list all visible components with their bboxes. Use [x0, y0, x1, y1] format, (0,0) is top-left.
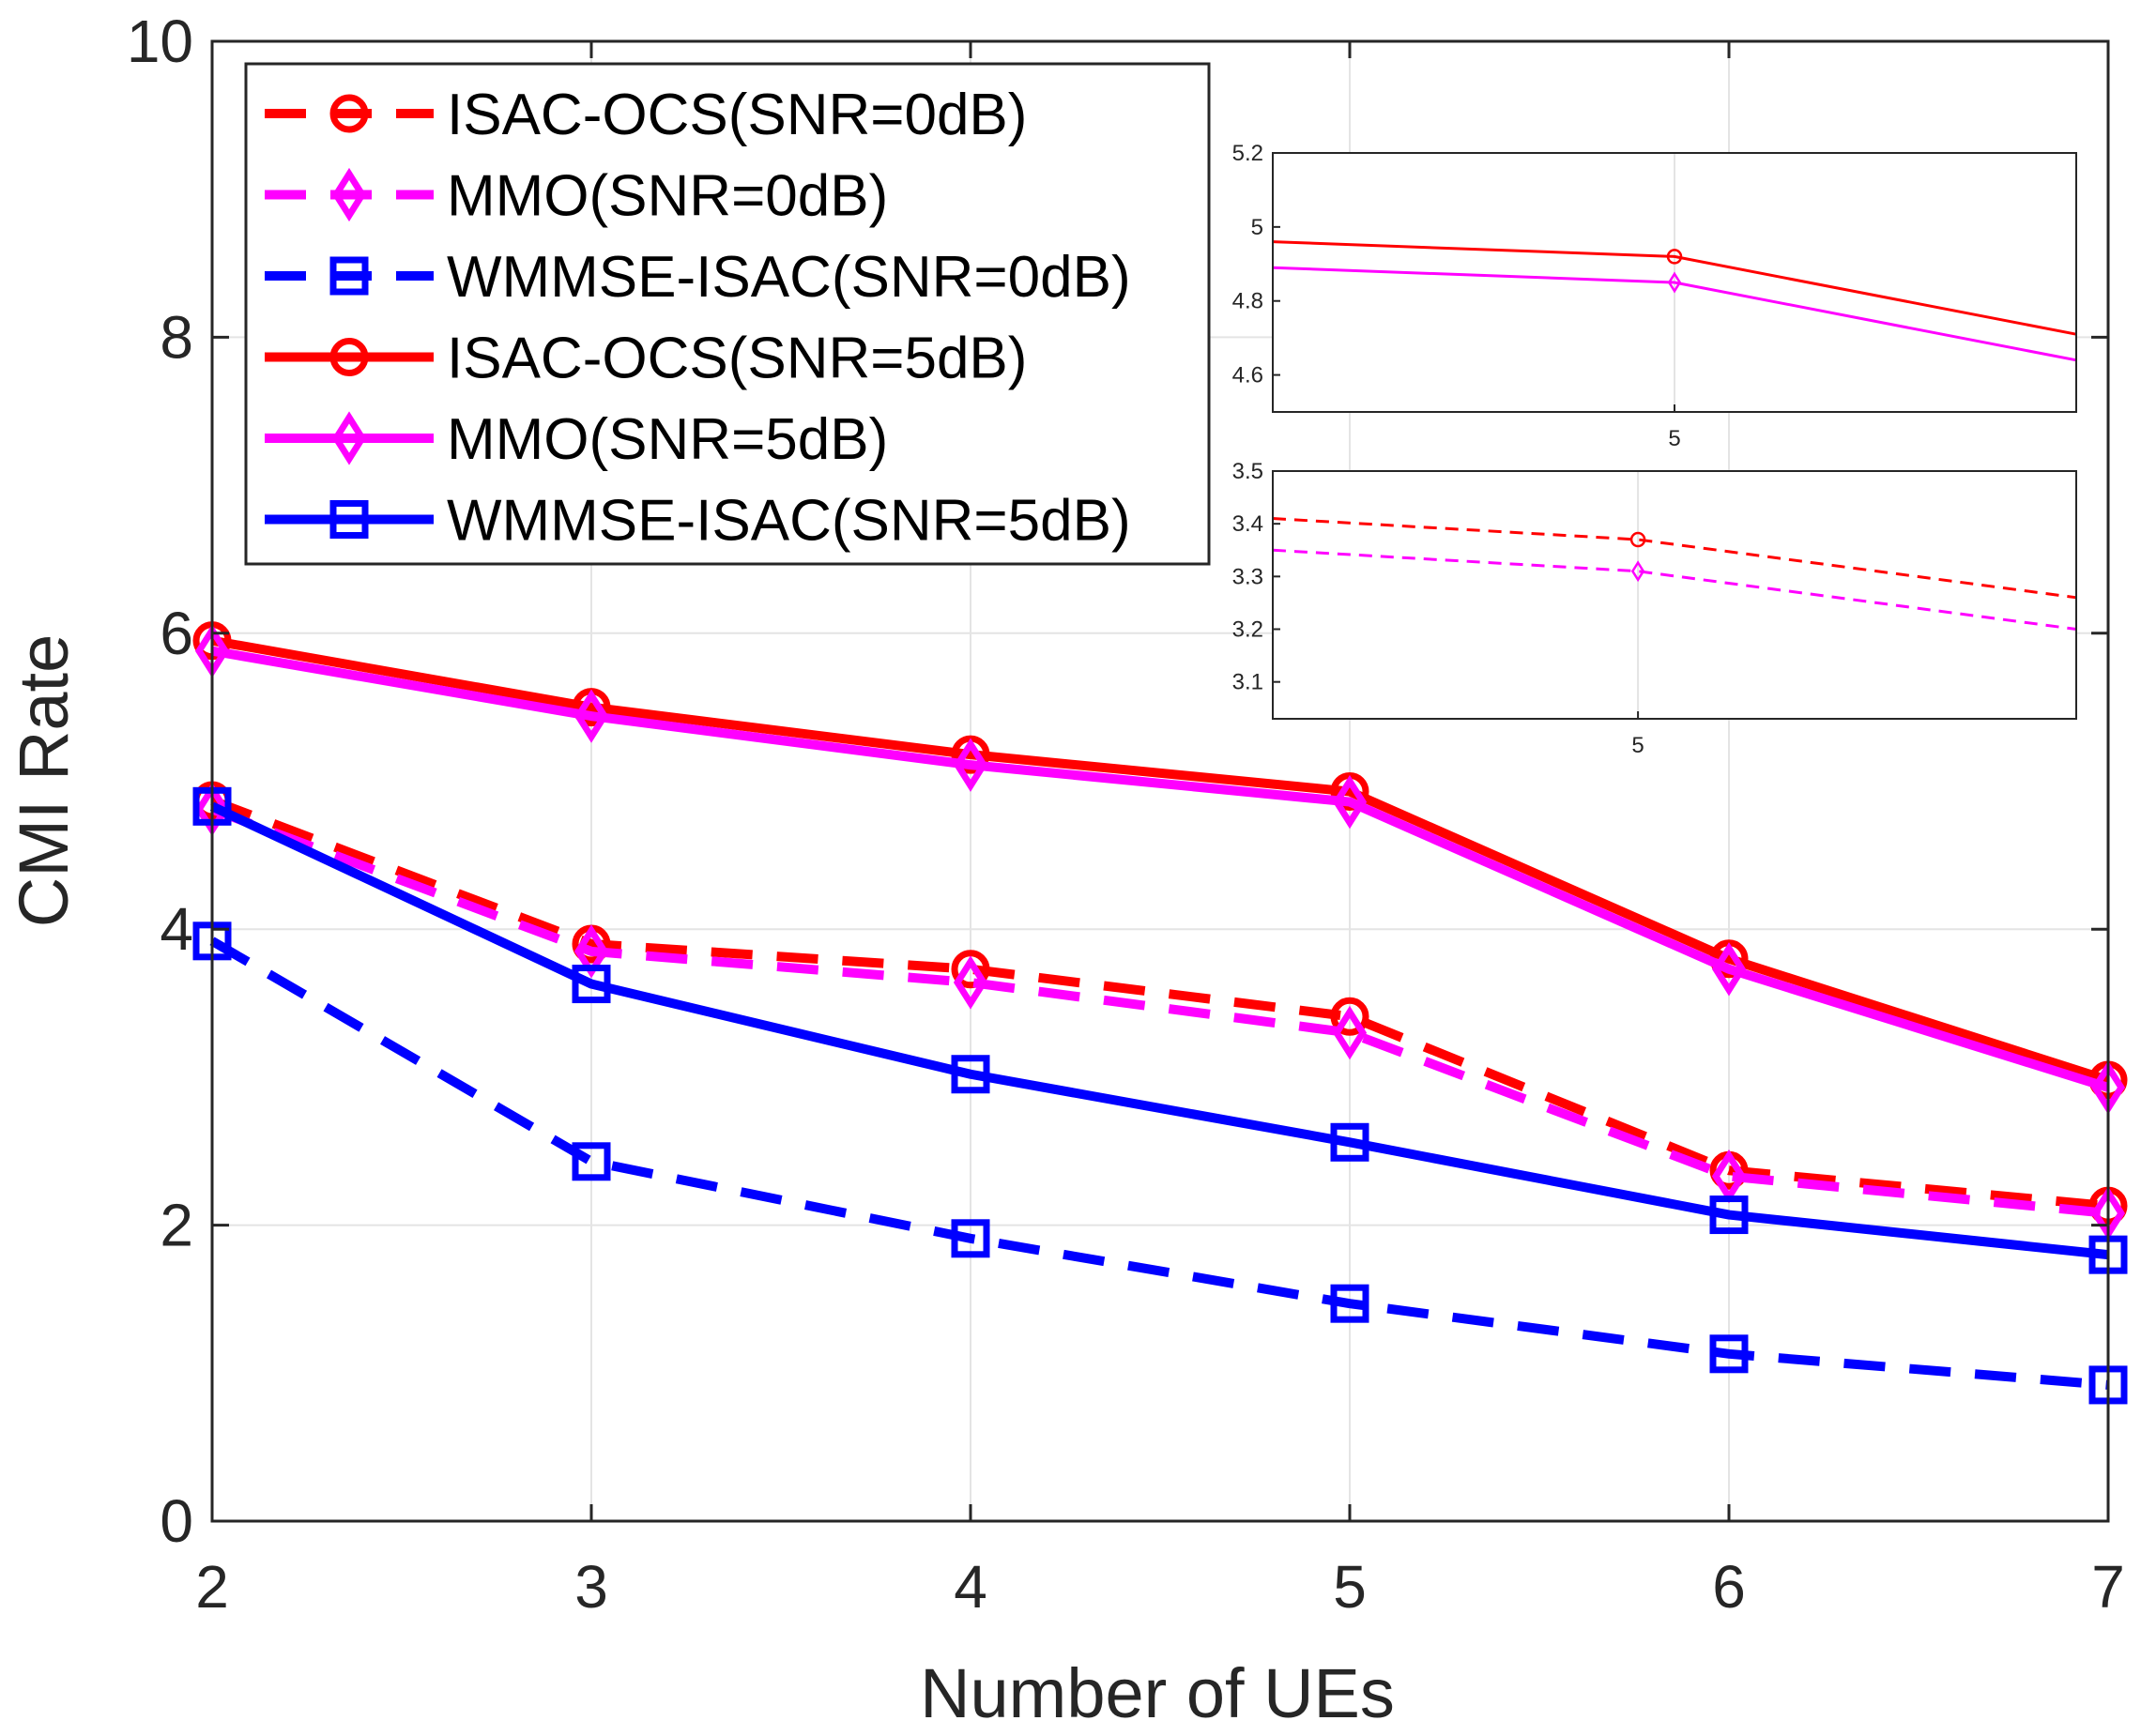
- data-point: [572, 1142, 611, 1181]
- data-point: [1330, 1122, 1369, 1162]
- inset-y-tick-label: 4.8: [1232, 289, 1263, 314]
- legend-label: MMO(SNR=0dB): [447, 164, 888, 229]
- main-axes-frame: [210, 39, 2110, 1523]
- inset-bottom: 5 3.1 3.2 3.3 3.4 3.5: [1232, 459, 2077, 758]
- series-line: [210, 796, 2109, 1211]
- legend-item: WMMSE-ISAC(SNR=5dB): [265, 489, 1131, 554]
- inset-data-point: [1629, 531, 1646, 548]
- inset-frame: [1272, 152, 2077, 413]
- data-point: [1332, 774, 1368, 830]
- legend-box: [244, 62, 1211, 566]
- y-tick-label: 4: [160, 895, 193, 963]
- series-line: [211, 635, 2110, 1085]
- legend-label: MMO(SNR=5dB): [447, 407, 888, 472]
- inset-data-point: [1630, 560, 1645, 583]
- series-line: [209, 937, 2109, 1390]
- data-point: [1711, 942, 1747, 997]
- y-tick-label: 6: [160, 600, 193, 667]
- data-point: [1330, 1284, 1369, 1323]
- data-point: [572, 965, 611, 1004]
- inset-series-isac-ocs-snr-5db: [1272, 240, 2077, 336]
- inset-y-tick-label: 3.3: [1232, 564, 1263, 589]
- y-axis-label: CMI Rate: [5, 634, 83, 928]
- inset-background: [1273, 471, 2076, 719]
- x-tick-label: 6: [1712, 1553, 1746, 1621]
- y-tick-label: 8: [160, 303, 193, 371]
- inset-x-tick-label: 5: [1668, 426, 1680, 451]
- series-wmmse-isac-snr-0db: [192, 921, 2128, 1405]
- inset-y-tick-label: 3.2: [1232, 617, 1263, 643]
- legend-item: ISAC-OCS(SNR=5dB): [265, 327, 1027, 391]
- legend-item: MMO(SNR=0dB): [265, 164, 888, 229]
- inset-series-line: [1272, 240, 2077, 336]
- y-tick-label: 2: [160, 1192, 193, 1259]
- legend-marker: [331, 167, 367, 222]
- data-point: [953, 738, 988, 792]
- inset-series-mmo-snr-0db: [1272, 548, 2077, 631]
- x-tick-label: 4: [954, 1553, 987, 1621]
- inset-y-tick-label: 3.5: [1232, 459, 1263, 484]
- data-point: [573, 924, 609, 979]
- y-tick-label: 0: [160, 1487, 193, 1555]
- data-point: [953, 955, 988, 1010]
- data-point: [1330, 997, 1369, 1036]
- legend-marker: [329, 256, 369, 296]
- legend-label: ISAC-OCS(SNR=5dB): [447, 327, 1027, 391]
- legend-marker: [331, 411, 367, 465]
- series-line: [209, 801, 2109, 1260]
- y-tick-label: 10: [127, 8, 193, 75]
- x-tick-label: 5: [1333, 1553, 1367, 1621]
- inset-frame: [1272, 470, 2077, 720]
- legend-marker: [329, 338, 369, 376]
- legend-label: WMMSE-ISAC(SNR=5dB): [447, 489, 1131, 554]
- inset-y-tick-label: 3.4: [1232, 511, 1263, 537]
- legend-marker: [329, 500, 369, 539]
- legend-item: ISAC-OCS(SNR=0dB): [265, 83, 1027, 147]
- inset-top: 5 4.6 4.8 5 5.2: [1232, 141, 2077, 451]
- data-point: [1332, 1005, 1368, 1060]
- x-tick-label: 2: [195, 1553, 229, 1621]
- data-point: [951, 1055, 990, 1094]
- series-wmmse-isac-snr-5db: [192, 786, 2128, 1274]
- data-point: [1709, 1195, 1749, 1235]
- legend-label: WMMSE-ISAC(SNR=0dB): [447, 245, 1131, 310]
- inset-y-tick-label: 4.6: [1232, 363, 1263, 388]
- data-point: [951, 950, 990, 989]
- data-point: [1709, 1334, 1749, 1374]
- inset-series-isac-ocs-snr-0db: [1272, 517, 2077, 600]
- legend-item: WMMSE-ISAC(SNR=0dB): [265, 245, 1131, 310]
- x-axis-label: Number of UEs: [920, 1654, 1395, 1732]
- data-point: [951, 1219, 990, 1258]
- inset-series-line: [1272, 517, 2077, 600]
- x-tick-label: 3: [574, 1553, 608, 1621]
- inset-data-point: [1666, 249, 1683, 265]
- legend: ISAC-OCS(SNR=0dB) MMO(SNR=0dB) WMMSE-ISAC(…: [244, 62, 1211, 566]
- inset-y-tick-label: 5: [1251, 215, 1263, 240]
- x-tick-label: 7: [2091, 1553, 2125, 1621]
- series-line: [210, 804, 2109, 1218]
- inset-series-mmo-snr-5db: [1272, 266, 2077, 362]
- series-line: [211, 646, 2110, 1092]
- legend-label: ISAC-OCS(SNR=0dB): [447, 83, 1027, 147]
- inset-y-tick-label: 5.2: [1232, 141, 1263, 166]
- inset-series-line: [1272, 266, 2077, 362]
- data-point: [573, 689, 609, 743]
- inset-y-tick-label: 3.1: [1232, 670, 1263, 695]
- inset-x-tick-label: 5: [1631, 733, 1644, 758]
- legend-marker: [329, 94, 369, 133]
- inset-series-line: [1272, 548, 2077, 631]
- inset-data-point: [1667, 271, 1682, 294]
- legend-item: MMO(SNR=5dB): [265, 407, 888, 472]
